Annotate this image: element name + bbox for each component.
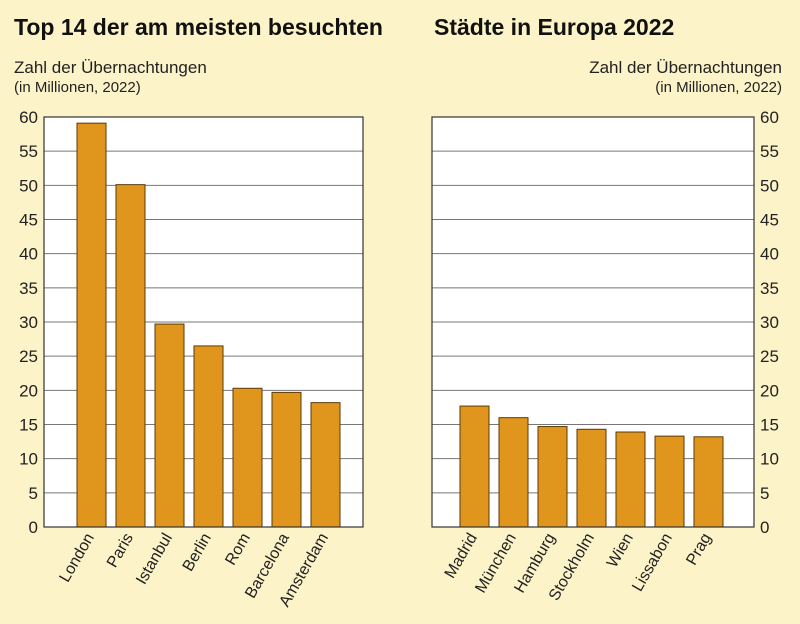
bar-london xyxy=(76,122,107,528)
category-label-right: Prag xyxy=(683,531,715,569)
y-tick-label-left: 0 xyxy=(29,518,38,537)
y-tick-label-right: 15 xyxy=(760,416,779,435)
category-label-left: Paris xyxy=(104,531,137,571)
y-tick-label-right: 25 xyxy=(760,347,779,366)
y-tick-label-right: 5 xyxy=(760,484,769,503)
y-tick-label-right: 30 xyxy=(760,313,779,332)
y-tick-label-left: 60 xyxy=(19,108,38,127)
y-tick-label-right: 55 xyxy=(760,142,779,161)
category-label-right: Madrid xyxy=(442,531,481,582)
bar-rom xyxy=(232,387,263,528)
y-axis-sublabel-left: (in Millionen, 2022) xyxy=(14,79,141,96)
y-tick-label-left: 30 xyxy=(19,313,38,332)
y-tick-label-left: 25 xyxy=(19,347,38,366)
category-label-left: Berlin xyxy=(180,531,215,575)
y-tick-label-left: 45 xyxy=(19,211,38,230)
bar-barcelona xyxy=(271,391,302,528)
y-axis-label-left: Zahl der Übernachtungen xyxy=(14,58,207,77)
y-axis-sublabel-right: (in Millionen, 2022) xyxy=(655,79,782,96)
bar-prag xyxy=(693,436,724,528)
bar-berlin xyxy=(193,345,224,528)
plot-frame-right xyxy=(431,116,755,528)
y-tick-label-left: 15 xyxy=(19,416,38,435)
category-label-left: Rom xyxy=(222,531,254,569)
y-tick-label-right: 60 xyxy=(760,108,779,127)
bar-lissabon xyxy=(654,435,685,528)
bar-istanbul xyxy=(154,323,185,528)
bar-hamburg xyxy=(537,426,568,528)
y-tick-label-right: 35 xyxy=(760,279,779,298)
y-tick-label-left: 5 xyxy=(29,484,38,503)
y-tick-label-right: 10 xyxy=(760,450,779,469)
y-tick-label-right: 0 xyxy=(760,518,769,537)
category-label-right: Wien xyxy=(604,531,637,571)
y-tick-label-left: 10 xyxy=(19,450,38,469)
y-tick-label-left: 20 xyxy=(19,381,38,400)
y-tick-label-left: 55 xyxy=(19,142,38,161)
chart-title-right: Städte in Europa 2022 xyxy=(434,14,675,40)
bar-münchen xyxy=(498,417,529,528)
bar-madrid xyxy=(459,405,490,528)
bar-paris xyxy=(115,184,146,528)
y-axis-label-right: Zahl der Übernachtungen xyxy=(589,58,782,77)
y-tick-label-left: 40 xyxy=(19,245,38,264)
plot-frame-left xyxy=(43,116,364,528)
category-label-left: London xyxy=(57,531,98,586)
bar-stockholm xyxy=(576,428,607,528)
y-tick-label-left: 35 xyxy=(19,279,38,298)
y-tick-label-right: 20 xyxy=(760,381,779,400)
bar-amsterdam xyxy=(310,402,341,528)
y-tick-label-right: 50 xyxy=(760,176,779,195)
bar-wien xyxy=(615,431,646,528)
category-label-left: Istanbul xyxy=(133,531,176,588)
chart-title-left: Top 14 der am meisten besuchten xyxy=(14,14,383,40)
y-tick-label-right: 40 xyxy=(760,245,779,264)
y-tick-label-right: 45 xyxy=(760,211,779,230)
y-tick-label-left: 50 xyxy=(19,176,38,195)
